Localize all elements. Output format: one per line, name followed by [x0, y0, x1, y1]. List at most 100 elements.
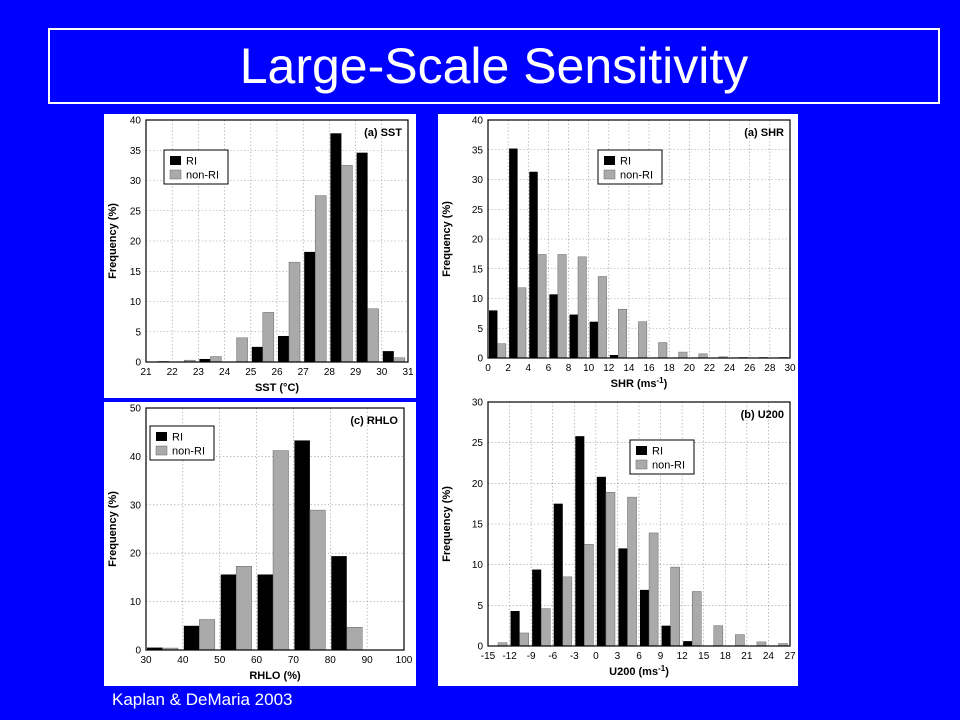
y-tick-label: 20	[130, 549, 142, 560]
x-tick-label: 27	[784, 651, 796, 662]
x-tick-label: 29	[350, 367, 362, 378]
legend-swatch-ri	[156, 432, 167, 441]
y-tick-label: 20	[472, 235, 484, 246]
x-tick-label: 2	[505, 363, 511, 374]
y-tick-label: 30	[130, 500, 142, 511]
y-tick-label: 30	[472, 175, 484, 186]
y-tick-label: 20	[472, 479, 484, 490]
x-tick-label: 30	[784, 363, 796, 374]
bar-ri	[183, 625, 200, 650]
x-axis-label-close: )	[664, 378, 668, 390]
x-tick-label: 4	[525, 363, 531, 374]
x-tick-label: 24	[219, 367, 231, 378]
y-tick-label: 35	[130, 146, 142, 157]
bar-non-ri	[314, 195, 327, 363]
x-tick-label: 60	[251, 655, 263, 666]
bar-non-ri	[517, 287, 527, 359]
x-tick-label: 26	[744, 363, 756, 374]
y-tick-label: 10	[472, 560, 484, 571]
bar-ri	[199, 358, 211, 362]
y-tick-label: 5	[477, 601, 483, 612]
bar-ri	[596, 476, 606, 646]
x-tick-label: -15	[481, 651, 496, 662]
y-tick-label: 0	[135, 358, 141, 369]
y-axis-label: Frequency (%)	[107, 203, 119, 279]
y-tick-label: 0	[135, 646, 141, 657]
chart-sst: 0 5 10 15 20 25 30 35 40 21 22 23 24 25 26 27 28 29 30 31 (a…	[107, 116, 414, 395]
bar-ri	[510, 611, 520, 646]
x-tick-label: 24	[724, 363, 736, 374]
bar-non-ri	[341, 165, 353, 363]
bar-ri	[569, 314, 578, 358]
x-tick-label: 0	[593, 651, 599, 662]
y-tick-label: 40	[130, 116, 142, 127]
x-axis-label-superscript: -1	[657, 376, 665, 385]
bar-ri	[294, 440, 310, 650]
bar-non-ri	[557, 254, 567, 359]
bar-non-ri	[658, 342, 668, 359]
bar-non-ri	[577, 256, 587, 359]
y-tick-label: 0	[477, 642, 483, 653]
x-axis-label-superscript: -1	[658, 664, 666, 673]
x-axis-label: SHR (ms-1)	[611, 376, 668, 391]
bar-ri	[257, 574, 274, 650]
y-tick-label: 50	[130, 404, 142, 415]
x-tick-label: 12	[677, 651, 689, 662]
bar-ri	[509, 148, 518, 358]
bar-non-ri	[519, 632, 529, 647]
legend-label-ri: RI	[652, 446, 663, 458]
bar-non-ri	[638, 321, 648, 359]
legend-swatch-non-ri	[169, 169, 182, 180]
panel-tag: (a) SHR	[744, 127, 784, 139]
x-tick-label: -9	[527, 651, 536, 662]
plot-frame	[145, 407, 405, 651]
y-tick-label: 30	[472, 398, 484, 409]
bar-non-ri	[235, 566, 252, 651]
bar-non-ri	[756, 641, 767, 647]
bar-ri	[683, 641, 693, 646]
bar-ri	[382, 351, 394, 362]
chart-u200: 0 5 10 15 20 25 30 -15 -12 -9 -6 -3 0 3 6 9 12 15 18 21 24 27…	[441, 398, 796, 679]
bar-ri	[553, 503, 563, 646]
x-tick-label: 15	[698, 651, 710, 662]
bar-ri	[251, 346, 263, 362]
x-tick-label: 16	[644, 363, 656, 374]
panel-tag: (b) U200	[741, 409, 784, 421]
legend-label-ri: RI	[172, 432, 183, 444]
x-tick-label: 8	[566, 363, 572, 374]
x-tick-label: 10	[583, 363, 595, 374]
x-tick-label: 6	[546, 363, 552, 374]
x-tick-label: 14	[623, 363, 635, 374]
bar-ri	[575, 436, 585, 646]
y-axis-label: Frequency (%)	[441, 486, 453, 562]
x-tick-label: -3	[570, 651, 579, 662]
bar-non-ri	[537, 254, 547, 359]
bar-non-ri	[670, 566, 680, 647]
x-tick-label: 22	[167, 367, 179, 378]
y-tick-label: 15	[472, 264, 484, 275]
x-tick-label: 70	[288, 655, 300, 666]
bar-non-ri	[346, 627, 363, 651]
bar-non-ri	[562, 576, 573, 647]
x-tick-label: 100	[396, 655, 413, 666]
panel-tag: (c) RHLO	[350, 415, 398, 427]
x-tick-label: 12	[603, 363, 615, 374]
bar-non-ri	[691, 591, 702, 647]
bar-ri	[529, 171, 538, 358]
x-tick-label: 6	[636, 651, 642, 662]
bar-non-ri	[199, 619, 216, 651]
chart-panel-sst: 0 5 10 15 20 25 30 35 40 21 22 23 24 25 26 27 28 29 30 31 (a…	[104, 114, 416, 398]
legend-label-non-ri: non-RI	[652, 460, 685, 472]
y-tick-label: 5	[135, 327, 141, 338]
plot-frame	[487, 119, 791, 359]
bar-non-ri	[272, 450, 289, 651]
x-tick-label: 21	[140, 367, 152, 378]
bar-non-ri	[698, 353, 708, 359]
bar-non-ri	[584, 544, 594, 647]
x-tick-label: 18	[664, 363, 676, 374]
bar-ri	[549, 294, 558, 358]
x-axis-label: U200 (ms-1)	[609, 664, 669, 679]
bar-ri	[220, 574, 237, 650]
x-tick-label: 28	[764, 363, 776, 374]
